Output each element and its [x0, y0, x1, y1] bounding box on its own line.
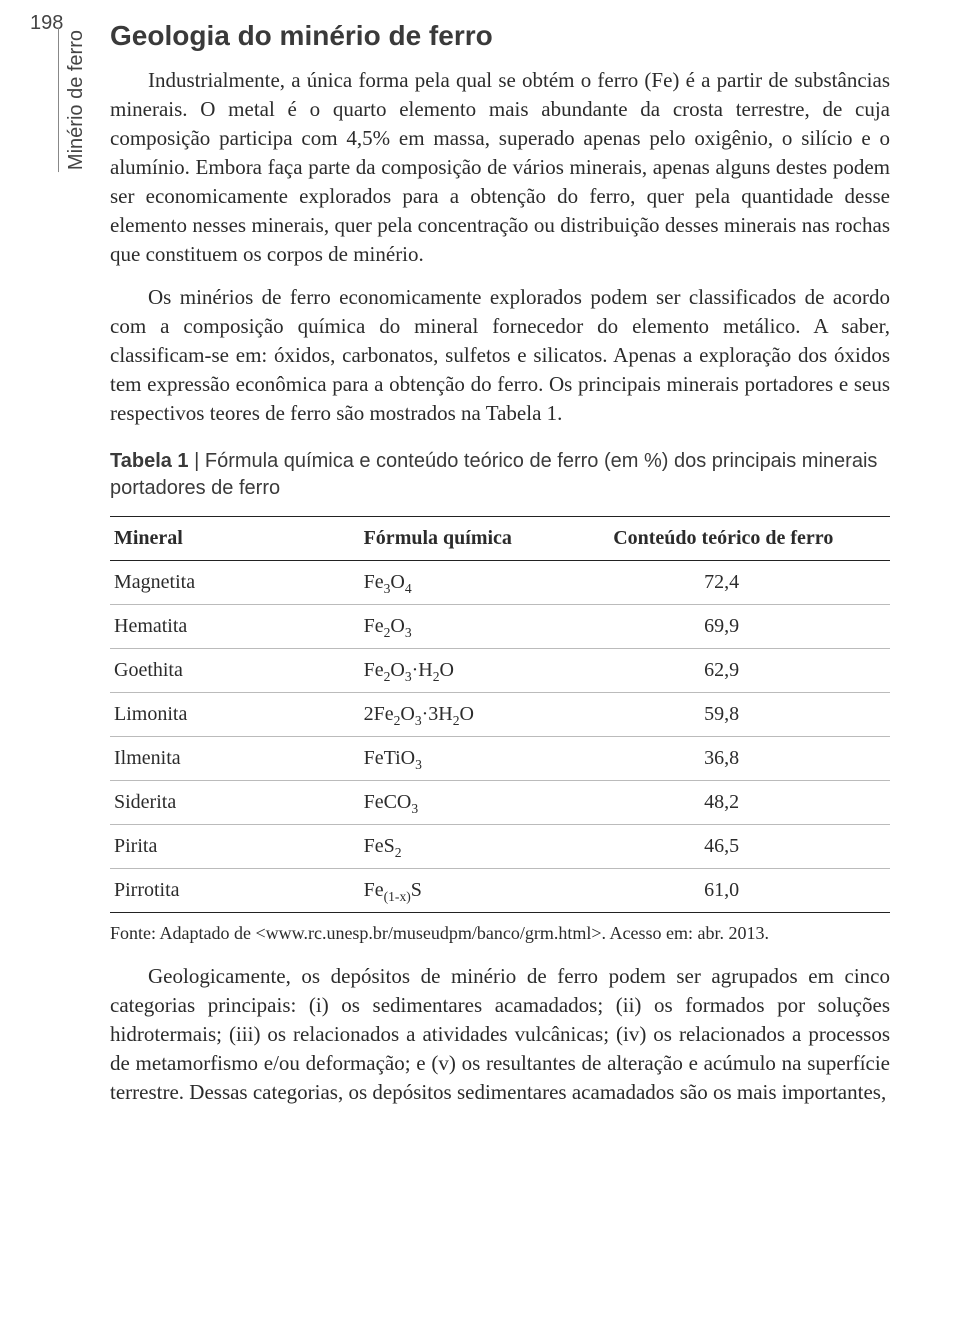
- cell-formula: 2Fe2O3·3H2O: [360, 692, 610, 736]
- table-row: Limonita 2Fe2O3·3H2O 59,8: [110, 692, 890, 736]
- table-header-row: Mineral Fórmula química Conteúdo teórico…: [110, 516, 890, 560]
- cell-content: 69,9: [609, 604, 890, 648]
- cell-mineral: Hematita: [110, 604, 360, 648]
- cell-content: 46,5: [609, 824, 890, 868]
- table-row: Pirrotita Fe(1-x)S 61,0: [110, 868, 890, 912]
- cell-content: 48,2: [609, 780, 890, 824]
- body-paragraph-1: Industrialmente, a única forma pela qual…: [110, 66, 890, 269]
- side-running-head: Minério de ferro: [58, 28, 88, 172]
- table-row: Goethita Fe2O3·H2O 62,9: [110, 648, 890, 692]
- table-row: Pirita FeS2 46,5: [110, 824, 890, 868]
- table-caption: Tabela 1 | Fórmula química e conteúdo te…: [110, 448, 890, 502]
- cell-formula: Fe2O3·H2O: [360, 648, 610, 692]
- cell-mineral: Pirita: [110, 824, 360, 868]
- cell-formula: Fe3O4: [360, 560, 610, 604]
- cell-mineral: Ilmenita: [110, 736, 360, 780]
- table-row: Ilmenita FeTiO3 36,8: [110, 736, 890, 780]
- table-caption-rest: Fórmula química e conteúdo teórico de fe…: [110, 450, 877, 499]
- body-paragraph-2: Os minérios de ferro economicamente expl…: [110, 283, 890, 428]
- cell-mineral: Pirrotita: [110, 868, 360, 912]
- table-source: Fonte: Adaptado de <www.rc.unesp.br/muse…: [110, 923, 890, 944]
- cell-content: 36,8: [609, 736, 890, 780]
- cell-content: 72,4: [609, 560, 890, 604]
- table-row: Magnetita Fe3O4 72,4: [110, 560, 890, 604]
- cell-formula: FeTiO3: [360, 736, 610, 780]
- table-row: Hematita Fe2O3 69,9: [110, 604, 890, 648]
- col-header-formula: Fórmula química: [360, 516, 610, 560]
- minerals-table: Mineral Fórmula química Conteúdo teórico…: [110, 516, 890, 913]
- cell-mineral: Magnetita: [110, 560, 360, 604]
- cell-formula: FeCO3: [360, 780, 610, 824]
- table-row: Siderita FeCO3 48,2: [110, 780, 890, 824]
- table-caption-lead: Tabela 1: [110, 450, 189, 472]
- cell-formula: Fe2O3: [360, 604, 610, 648]
- cell-mineral: Goethita: [110, 648, 360, 692]
- section-title: Geologia do minério de ferro: [110, 20, 890, 52]
- page: 198 Minério de ferro Geologia do minério…: [0, 0, 960, 1140]
- table-caption-sep: |: [189, 450, 205, 472]
- cell-formula: Fe(1-x)S: [360, 868, 610, 912]
- cell-mineral: Siderita: [110, 780, 360, 824]
- cell-content: 62,9: [609, 648, 890, 692]
- cell-mineral: Limonita: [110, 692, 360, 736]
- cell-content: 59,8: [609, 692, 890, 736]
- body-paragraph-3: Geologicamente, os depósitos de minério …: [110, 962, 890, 1107]
- table-body: Magnetita Fe3O4 72,4 Hematita Fe2O3 69,9…: [110, 560, 890, 912]
- col-header-mineral: Mineral: [110, 516, 360, 560]
- cell-formula: FeS2: [360, 824, 610, 868]
- cell-content: 61,0: [609, 868, 890, 912]
- col-header-content: Conteúdo teórico de ferro: [609, 516, 890, 560]
